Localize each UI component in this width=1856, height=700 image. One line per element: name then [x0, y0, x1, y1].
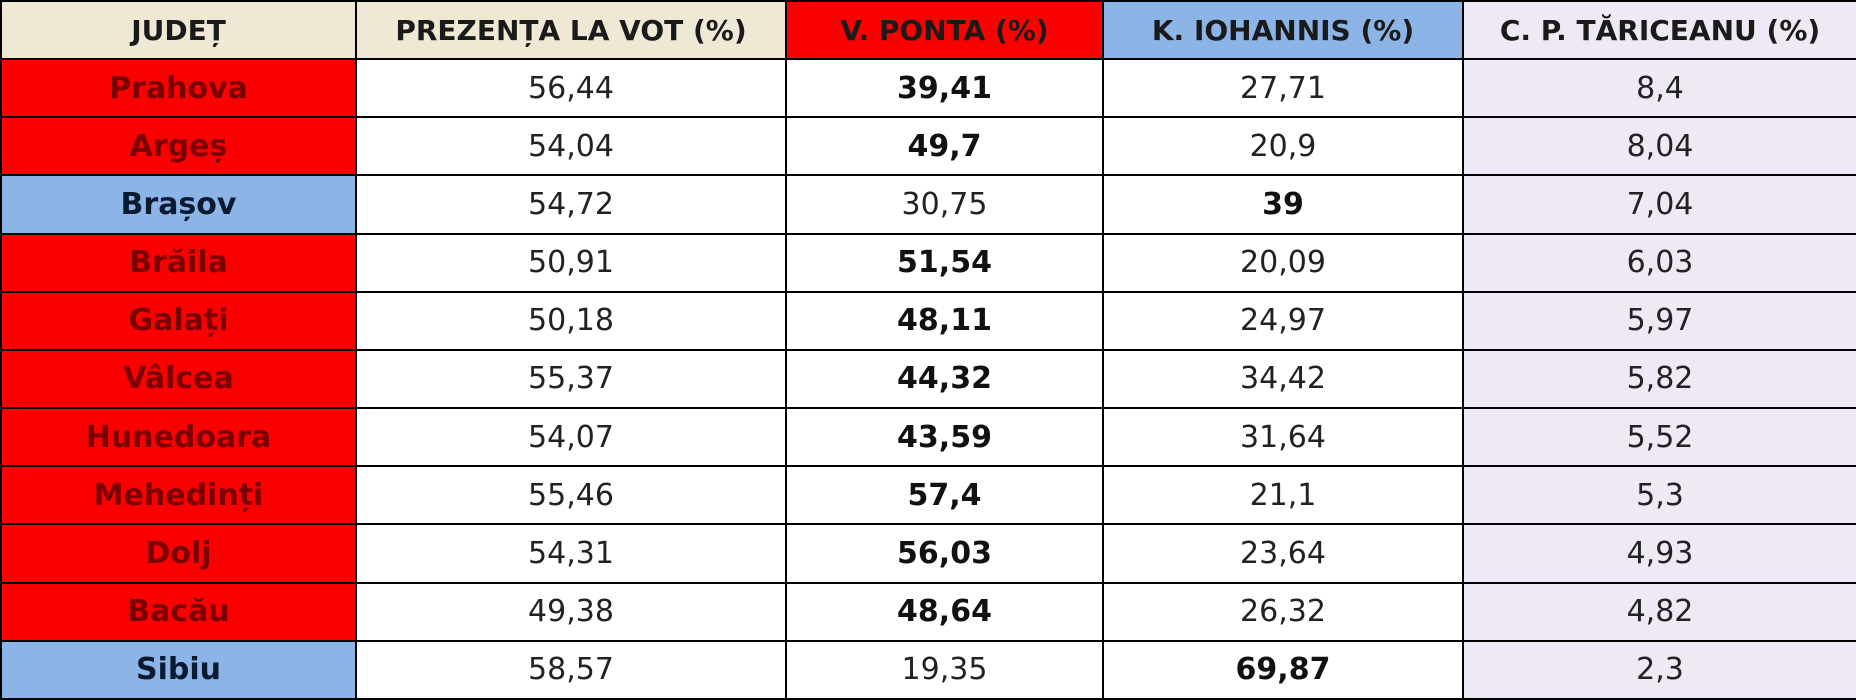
- header-row: JUDEȚ PREZENȚA LA VOT (%) V. PONTA (%) K…: [0, 0, 1856, 60]
- county-cell: Brașov: [0, 174, 357, 235]
- iohannis-cell: 26,32: [1102, 581, 1464, 642]
- turnout-cell: 55,46: [355, 465, 787, 526]
- turnout-cell: 50,91: [355, 232, 787, 293]
- iohannis-cell: 23,64: [1102, 523, 1464, 584]
- iohannis-cell: 20,09: [1102, 232, 1464, 293]
- tariceanu-cell: 7,04: [1462, 174, 1856, 235]
- ponta-cell: 30,75: [785, 174, 1104, 235]
- county-cell: Hunedoara: [0, 407, 357, 468]
- tariceanu-cell: 4,82: [1462, 581, 1856, 642]
- turnout-cell: 50,18: [355, 290, 787, 351]
- iohannis-cell: 69,87: [1102, 639, 1464, 700]
- ponta-cell: 57,4: [785, 465, 1104, 526]
- county-cell: Bacău: [0, 581, 357, 642]
- county-cell: Prahova: [0, 57, 357, 119]
- ponta-cell: 19,35: [785, 639, 1104, 700]
- tariceanu-cell: 5,3: [1462, 465, 1856, 526]
- table-row: Dolj 54,31 56,03 23,64 4,93: [0, 523, 1856, 584]
- turnout-cell: 49,38: [355, 581, 787, 642]
- turnout-cell: 54,04: [355, 116, 787, 177]
- table-row: Hunedoara 54,07 43,59 31,64 5,52: [0, 407, 1856, 468]
- county-cell: Dolj: [0, 523, 357, 584]
- table-row: Argeș 54,04 49,7 20,9 8,04: [0, 116, 1856, 177]
- turnout-cell: 56,44: [355, 57, 787, 119]
- iohannis-cell: 34,42: [1102, 348, 1464, 410]
- table-row: Vâlcea 55,37 44,32 34,42 5,82: [0, 348, 1856, 410]
- turnout-cell: 54,72: [355, 174, 787, 235]
- tariceanu-cell: 8,04: [1462, 116, 1856, 177]
- iohannis-cell: 27,71: [1102, 57, 1464, 119]
- ponta-cell: 43,59: [785, 407, 1104, 468]
- table-row: Mehedinți 55,46 57,4 21,1 5,3: [0, 465, 1856, 526]
- county-cell: Galați: [0, 290, 357, 351]
- iohannis-cell: 31,64: [1102, 407, 1464, 468]
- iohannis-cell: 39: [1102, 174, 1464, 235]
- turnout-cell: 58,57: [355, 639, 787, 700]
- table-row: Brăila 50,91 51,54 20,09 6,03: [0, 232, 1856, 293]
- tariceanu-cell: 2,3: [1462, 639, 1856, 700]
- header-county: JUDEȚ: [0, 0, 357, 60]
- iohannis-cell: 20,9: [1102, 116, 1464, 177]
- header-tariceanu: C. P. TĂRICEANU (%): [1462, 0, 1856, 60]
- table-body: Prahova 56,44 39,41 27,71 8,4 Argeș 54,04 49,7 2…: [0, 57, 1856, 700]
- ponta-cell: 51,54: [785, 232, 1104, 293]
- county-cell: Argeș: [0, 116, 357, 177]
- county-cell: Mehedinți: [0, 465, 357, 526]
- tariceanu-cell: 5,82: [1462, 348, 1856, 410]
- tariceanu-cell: 8,4: [1462, 57, 1856, 119]
- turnout-cell: 55,37: [355, 348, 787, 410]
- table-row: Galați 50,18 48,11 24,97 5,97: [0, 290, 1856, 351]
- table-row: Brașov 54,72 30,75 39 7,04: [0, 174, 1856, 235]
- ponta-cell: 48,64: [785, 581, 1104, 642]
- iohannis-cell: 24,97: [1102, 290, 1464, 351]
- county-cell: Sibiu: [0, 639, 357, 700]
- header-ponta: V. PONTA (%): [785, 0, 1104, 60]
- iohannis-cell: 21,1: [1102, 465, 1464, 526]
- table-row: Sibiu 58,57 19,35 69,87 2,3: [0, 639, 1856, 700]
- tariceanu-cell: 4,93: [1462, 523, 1856, 584]
- tariceanu-cell: 5,52: [1462, 407, 1856, 468]
- table-row: Bacău 49,38 48,64 26,32 4,82: [0, 581, 1856, 642]
- ponta-cell: 48,11: [785, 290, 1104, 351]
- header-iohannis: K. IOHANNIS (%): [1102, 0, 1464, 60]
- ponta-cell: 44,32: [785, 348, 1104, 410]
- turnout-cell: 54,07: [355, 407, 787, 468]
- table-row: Prahova 56,44 39,41 27,71 8,4: [0, 57, 1856, 119]
- tariceanu-cell: 5,97: [1462, 290, 1856, 351]
- ponta-cell: 56,03: [785, 523, 1104, 584]
- county-cell: Brăila: [0, 232, 357, 293]
- turnout-cell: 54,31: [355, 523, 787, 584]
- ponta-cell: 39,41: [785, 57, 1104, 119]
- tariceanu-cell: 6,03: [1462, 232, 1856, 293]
- county-cell: Vâlcea: [0, 348, 357, 410]
- header-turnout: PREZENȚA LA VOT (%): [355, 0, 787, 60]
- ponta-cell: 49,7: [785, 116, 1104, 177]
